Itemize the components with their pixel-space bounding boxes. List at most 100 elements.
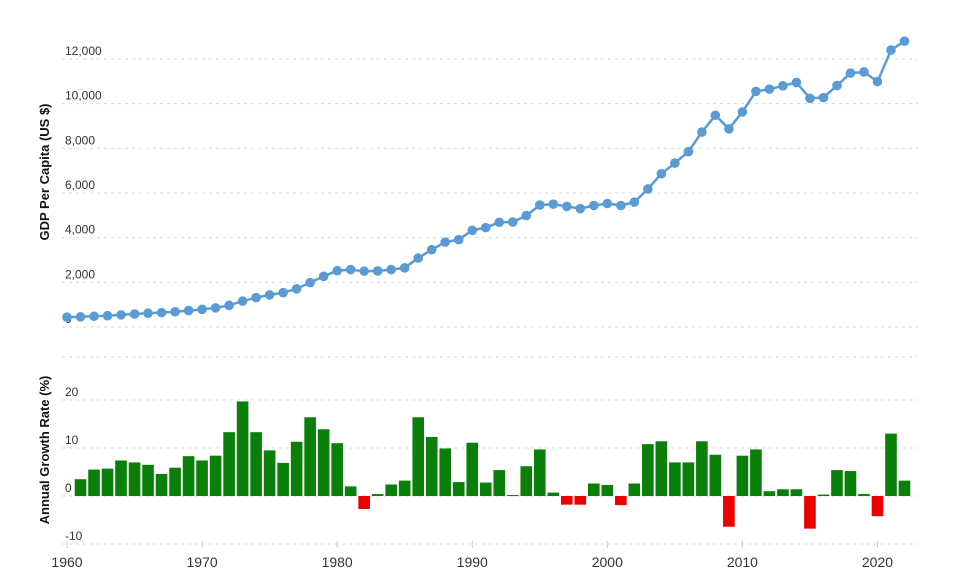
growth-bar [317, 429, 330, 496]
gdp-data-point [751, 86, 761, 97]
gdp-data-point [507, 217, 518, 227]
gdp-data-point [886, 45, 896, 55]
gdp-y-tick-label: 8,000 [65, 133, 95, 147]
gdp-data-point [156, 307, 167, 318]
growth-bar [74, 479, 87, 496]
gdp-data-point [845, 68, 856, 78]
growth-bar [466, 442, 479, 496]
growth-bar [209, 455, 222, 496]
gdp-data-point [413, 253, 424, 263]
gdp-data-point [264, 290, 275, 300]
growth-bar [871, 496, 884, 517]
growth-bar [101, 468, 114, 496]
growth-bar [142, 464, 154, 496]
growth-bar [479, 482, 492, 496]
gdp-data-point [832, 80, 842, 91]
gdp-data-point [859, 67, 869, 77]
growth-bar [358, 496, 370, 509]
x-tick-label: 1980 [322, 554, 353, 570]
growth-y-tick-label: 20 [65, 385, 79, 399]
growth-bar [182, 456, 195, 496]
growth-bar [763, 491, 776, 496]
gdp-data-point [575, 203, 586, 214]
gdp-y-tick-label: 2,000 [65, 267, 95, 281]
growth-bar [371, 494, 384, 496]
growth-y-tick-label: 0 [65, 481, 72, 495]
growth-bar [601, 484, 614, 496]
gdp-data-point [210, 303, 221, 313]
growth-y-tick-label: 10 [65, 433, 79, 447]
growth-bar [655, 441, 668, 496]
growth-bar [304, 417, 316, 496]
gdp-y-tick-label: 10,000 [65, 89, 102, 103]
gdp-data-point [710, 110, 721, 121]
growth-bar [169, 467, 181, 496]
growth-bar [588, 483, 600, 496]
gdp-data-point [453, 234, 464, 245]
gdp-data-point [602, 198, 613, 209]
growth-bar [128, 462, 141, 496]
gdp-data-point [62, 312, 72, 322]
gdp-data-point [170, 306, 180, 317]
growth-bar [493, 470, 506, 496]
growth-bar [331, 443, 343, 496]
growth-bar [533, 449, 546, 496]
gdp-data-point [480, 222, 491, 233]
gdp-data-point [494, 217, 505, 228]
growth-bar [615, 496, 627, 506]
growth-bar [412, 417, 425, 496]
growth-bar [506, 495, 519, 497]
growth-bar [439, 448, 452, 496]
growth-bar [547, 492, 560, 496]
growth-bar [277, 462, 289, 496]
growth-bar [777, 489, 789, 496]
gdp-data-point [724, 124, 734, 134]
gdp-data-point [386, 264, 396, 275]
growth-bar [804, 496, 816, 529]
x-tick-label: 2000 [592, 554, 623, 570]
gdp-data-point [818, 92, 829, 103]
growth-bar [263, 450, 276, 496]
gdp-data-point [332, 265, 342, 276]
x-tick-label: 1990 [457, 554, 488, 570]
growth-bar [520, 466, 533, 496]
gdp-data-point [737, 107, 748, 117]
gdp-data-point [872, 76, 883, 87]
gdp-line-series [62, 36, 910, 322]
gdp-data-point [697, 127, 707, 137]
gdp-data-point [278, 287, 288, 298]
gdp-y-tick-label: 6,000 [65, 178, 95, 192]
x-tick-label: 1960 [51, 554, 82, 570]
gdp-data-point [372, 266, 383, 276]
gdp-data-point [197, 304, 207, 315]
growth-bar [682, 462, 695, 496]
x-tick-label: 1970 [187, 554, 218, 570]
gdp-data-point [318, 271, 329, 282]
gdp-data-point [102, 310, 113, 321]
gdp-line [66, 40, 906, 319]
gdp-y-tick-label: 4,000 [65, 223, 95, 237]
gdp-data-point [440, 237, 451, 247]
growth-bar [790, 489, 803, 496]
growth-bar [831, 470, 843, 496]
growth-bar [669, 462, 681, 496]
growth-bar [223, 432, 235, 496]
gdp-data-point [778, 81, 788, 91]
growth-bar [817, 494, 830, 496]
gdp-data-point [670, 158, 680, 168]
gdp-gridlines [62, 58, 918, 328]
gdp-data-point [521, 210, 532, 221]
gdp-data-point [251, 292, 261, 303]
growth-bar [398, 480, 411, 496]
growth-bars [74, 401, 911, 529]
gdp-data-point [305, 277, 315, 288]
gdp-data-point [426, 244, 437, 255]
gdp-data-point [629, 197, 640, 207]
gdp-data-point [129, 309, 140, 319]
gdp-data-point [467, 225, 478, 236]
growth-bar [344, 486, 357, 496]
growth-bar [560, 496, 573, 505]
growth-bar [236, 401, 249, 496]
growth-bar [115, 460, 127, 496]
